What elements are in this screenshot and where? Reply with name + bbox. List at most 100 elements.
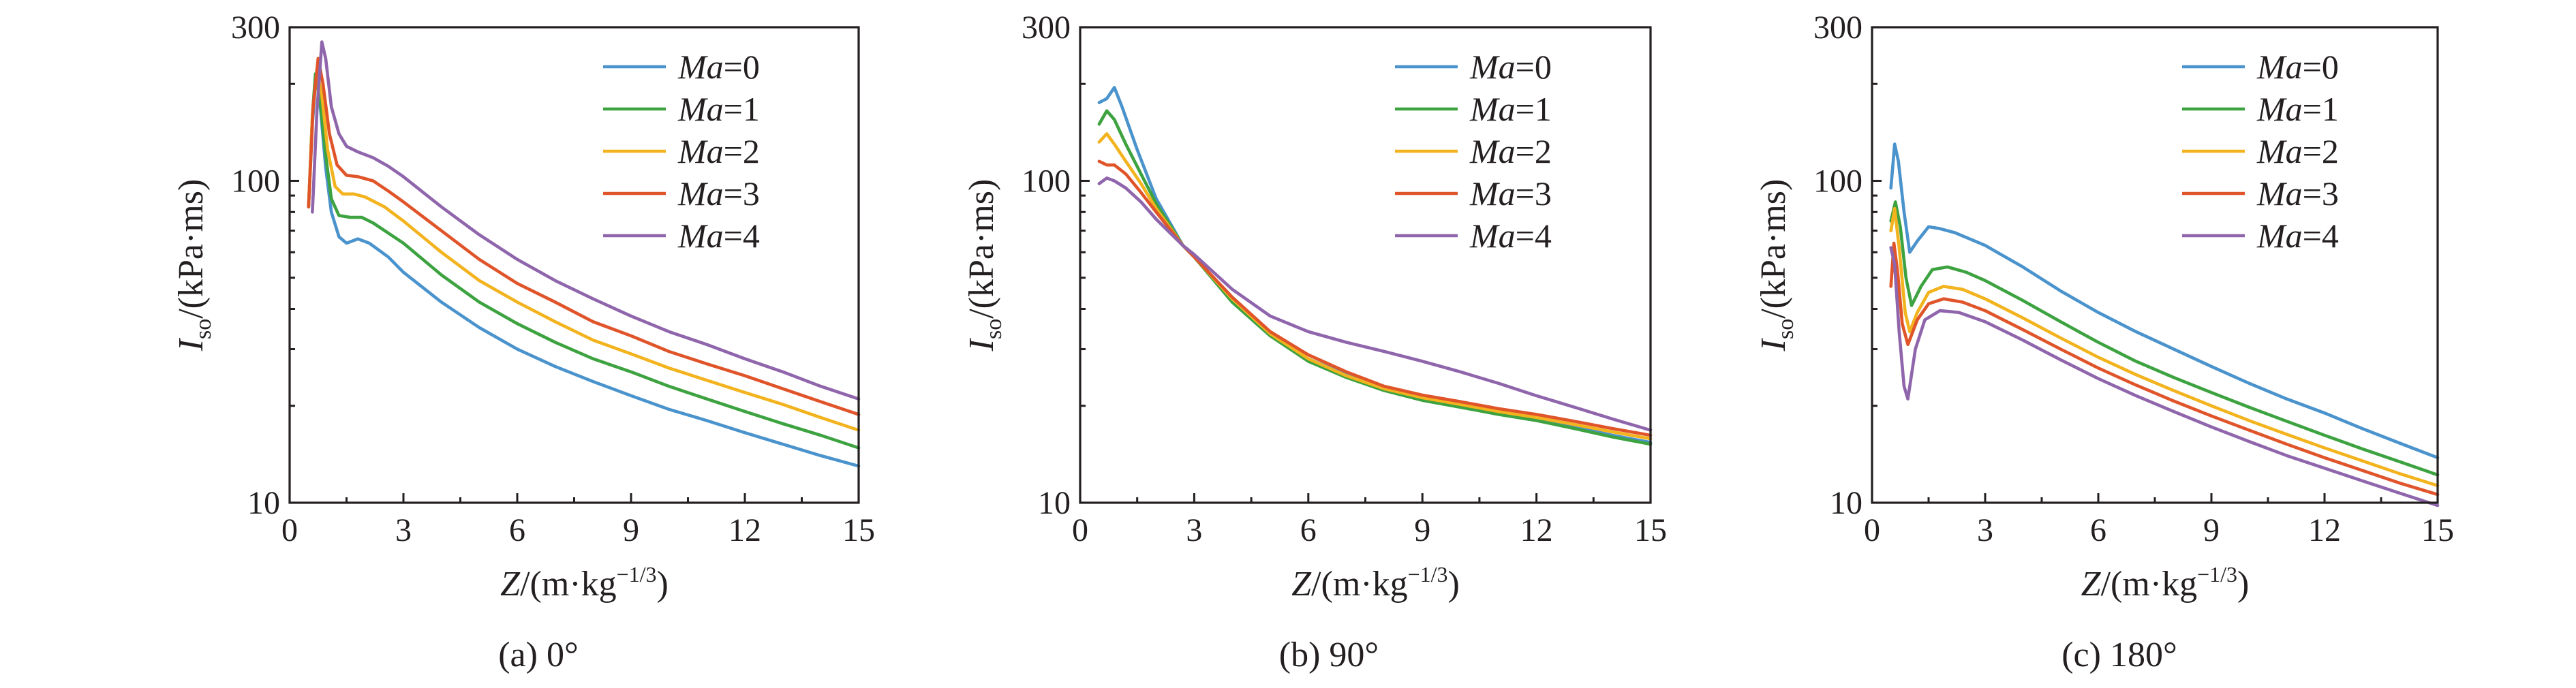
x-axis-close: ) — [1448, 565, 1460, 604]
series-line-ma4 — [1097, 176, 1653, 432]
series-line-ma1 — [1097, 109, 1653, 446]
y-tick-label: 100 — [231, 163, 280, 199]
series-line-ma1 — [307, 72, 861, 450]
legend-label: Ma=4 — [677, 217, 760, 255]
legend-label: Ma=2 — [2256, 132, 2339, 170]
y-tick-label: 300 — [231, 10, 280, 46]
legend-item: Ma=3 — [603, 174, 760, 213]
legend-item: Ma=3 — [2182, 174, 2339, 213]
x-tick-label: 6 — [2090, 512, 2106, 548]
legend-value: =3 — [724, 174, 760, 213]
legend-value: =1 — [2303, 90, 2339, 128]
legend-item: Ma=4 — [603, 217, 760, 255]
plot-frame — [1079, 26, 1652, 504]
legend-value: =3 — [1516, 174, 1552, 213]
x-axis-close: ) — [2237, 565, 2249, 604]
y-axis-unit: /(kPa·ms) — [172, 179, 211, 319]
panel-caption: (b) 90° — [1279, 636, 1379, 674]
legend-item: Ma=2 — [1395, 132, 1552, 170]
legend-value: =4 — [724, 217, 760, 255]
series-line-ma4 — [311, 40, 861, 401]
legend-label: Ma=1 — [2256, 90, 2339, 128]
legend-var: Ma — [677, 174, 724, 213]
y-axis-title: Iso/(kPa·ms) — [962, 179, 1007, 352]
legend-label: Ma=1 — [677, 90, 760, 128]
legend-value: =0 — [724, 48, 760, 86]
x-tick-label: 6 — [1300, 512, 1317, 548]
x-tick-label: 9 — [2203, 512, 2220, 548]
legend-item: Ma=1 — [603, 90, 760, 128]
x-axis-unit: /(m·kg — [1311, 565, 1408, 604]
series-line-ma2 — [1889, 206, 2440, 488]
legend-value: =2 — [724, 132, 760, 170]
legend-item: Ma=0 — [603, 48, 760, 86]
legend-var: Ma — [2256, 90, 2303, 128]
y-tick-label: 100 — [1813, 163, 1862, 199]
plot-frame — [1871, 26, 2439, 504]
legend-label: Ma=4 — [1469, 217, 1552, 255]
legend-item: Ma=2 — [2182, 132, 2339, 170]
x-tick-label: 15 — [842, 512, 875, 548]
x-axis-var: Z — [500, 565, 521, 604]
series-group — [1097, 86, 1653, 446]
legend-var: Ma — [677, 217, 724, 255]
y-tick-label: 300 — [1022, 10, 1071, 46]
panel-caption: (c) 180° — [2061, 636, 2177, 674]
x-axis-title: Z/(m·kg−1/3) — [2081, 562, 2250, 604]
x-axis-var: Z — [1291, 565, 1312, 604]
legend-label: Ma=0 — [677, 48, 760, 86]
series-line-ma2 — [307, 69, 861, 432]
series-group — [1889, 142, 2440, 507]
legend-label: Ma=4 — [2256, 217, 2339, 255]
x-tick-label: 12 — [1520, 512, 1553, 548]
legend-item: Ma=4 — [2182, 217, 2339, 255]
x-tick-label: 0 — [1864, 512, 1880, 548]
y-axis-unit: /(kPa·ms) — [1754, 179, 1793, 319]
legend: Ma=0Ma=1Ma=2Ma=3Ma=4 — [1395, 48, 1552, 255]
x-tick-label: 9 — [1414, 512, 1430, 548]
series-line-ma3 — [1097, 159, 1653, 437]
legend-var: Ma — [1469, 48, 1516, 86]
legend-value: =0 — [2303, 48, 2339, 86]
y-axis-unit: /(kPa·ms) — [962, 179, 1001, 319]
legend-label: Ma=1 — [1469, 90, 1552, 128]
legend-var: Ma — [2256, 132, 2303, 170]
legend-item: Ma=4 — [1395, 217, 1552, 255]
y-axis-var: I — [962, 337, 1001, 351]
x-tick-label: 3 — [1186, 512, 1202, 548]
series-line-ma0 — [1889, 142, 2440, 460]
chart-panel-3: 0 3 6 9 12 15 10 100 300 Z/(m·kg−1/3) Iso/(kPa·ms)… — [1754, 10, 2454, 674]
series-line-ma0 — [307, 72, 861, 468]
legend-value: =2 — [1516, 132, 1552, 170]
legend-item: Ma=0 — [2182, 48, 2339, 86]
y-axis-var: I — [172, 337, 211, 351]
legend-var: Ma — [677, 90, 724, 128]
series-line-ma0 — [1097, 86, 1653, 444]
plot-frame — [288, 26, 860, 504]
x-axis-title: Z/(m·kg−1/3) — [500, 562, 669, 604]
legend-value: =4 — [1516, 217, 1552, 255]
legend-label: Ma=0 — [2256, 48, 2339, 86]
y-axis-subscript: so — [981, 319, 1007, 339]
x-tick-label: 15 — [2421, 512, 2454, 548]
legend-var: Ma — [2256, 217, 2303, 255]
legend-item: Ma=0 — [1395, 48, 1552, 86]
legend-var: Ma — [1469, 132, 1516, 170]
legend-value: =3 — [2303, 174, 2339, 213]
y-tick-label: 10 — [1038, 485, 1071, 521]
x-tick-label: 12 — [729, 512, 761, 548]
series-line-ma1 — [1889, 200, 2440, 477]
legend-label: Ma=3 — [677, 174, 760, 213]
series-line-ma2 — [1097, 132, 1653, 441]
chart-panel-1: 0 3 6 9 12 15 10 100 300 Z/(m·kg−1/3) Iso/(kPa·ms)… — [172, 10, 875, 674]
x-axis-unit: /(m·kg — [520, 565, 617, 604]
legend-label: Ma=3 — [1469, 174, 1552, 213]
series-line-ma3 — [307, 57, 861, 416]
y-tick-label: 100 — [1022, 163, 1071, 199]
x-axis-exponent: −1/3 — [2197, 562, 2237, 587]
legend-label: Ma=0 — [1469, 48, 1552, 86]
y-axis-subscript: so — [191, 319, 216, 339]
y-axis-var: I — [1754, 337, 1793, 351]
series-group — [307, 40, 861, 468]
legend-var: Ma — [2256, 174, 2303, 213]
